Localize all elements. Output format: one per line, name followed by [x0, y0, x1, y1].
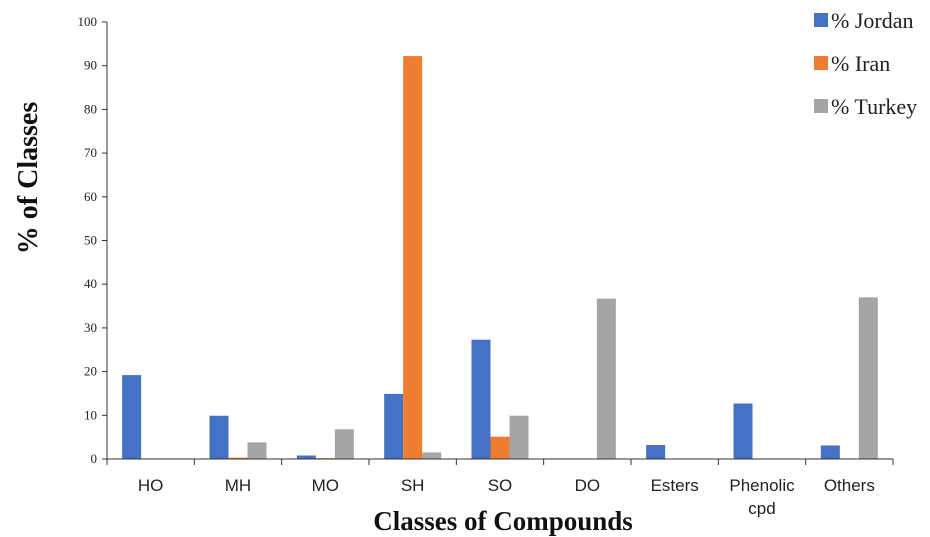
legend: % Jordan % Iran % Turkey — [814, 8, 917, 119]
y-tick-label: 20 — [84, 364, 97, 379]
bar-sh-turkey — [422, 452, 442, 459]
bar-so-turkey — [509, 415, 529, 459]
legend-label: % Turkey — [831, 94, 917, 119]
y-tick-label: 0 — [91, 451, 98, 466]
bar-mo-turkey — [334, 429, 354, 459]
x-tick-label: SH — [401, 476, 425, 495]
y-tick-label: 40 — [84, 276, 97, 291]
bar-sh-iran — [403, 56, 423, 459]
y-tick-label: 70 — [84, 145, 97, 160]
x-axis-title: Classes of Compounds — [373, 506, 633, 536]
bar-so-jordan — [471, 339, 491, 459]
legend-label: % Iran — [831, 51, 890, 76]
y-tick-label: 100 — [78, 14, 98, 29]
y-tick-label: 80 — [84, 101, 97, 116]
bars-layer — [122, 56, 878, 459]
bar-mo-jordan — [296, 455, 316, 459]
y-tick-label: 10 — [84, 407, 97, 422]
y-tick-label: 90 — [84, 58, 97, 73]
x-tick-label: MH — [225, 476, 251, 495]
x-tick-label: MO — [312, 476, 339, 495]
bar-others-jordan — [820, 445, 840, 459]
legend-swatch — [814, 56, 828, 70]
x-tick-label: SO — [488, 476, 513, 495]
x-tick-label: HO — [138, 476, 164, 495]
axes-layer — [106, 22, 893, 460]
bar-mh-turkey — [247, 442, 267, 459]
bar-sh-jordan — [384, 393, 404, 459]
bar-mh-jordan — [209, 415, 229, 459]
bar-others-turkey — [858, 297, 878, 459]
legend-swatch — [814, 13, 828, 27]
y-ticks-layer: 0 10 20 30 40 50 60 70 80 90 100 — [78, 14, 107, 466]
y-tick-label: 30 — [84, 320, 97, 335]
bar-mh-iran — [228, 457, 248, 459]
bar-ho-jordan — [122, 375, 142, 459]
legend-label: % Jordan — [831, 8, 913, 33]
y-tick-label: 50 — [84, 233, 97, 248]
bar-do-turkey — [596, 298, 616, 459]
x-tick-labels-layer: HO MH MO SH SO DO Esters Phenolic cpd Others — [106, 459, 894, 518]
x-tick-label: Phenolic cpd — [729, 476, 795, 518]
bar-so-iran — [490, 436, 510, 459]
x-tick-label: Others — [824, 476, 875, 495]
bar-esters-jordan — [646, 445, 666, 459]
bar-phenolic-cpd-jordan — [733, 403, 753, 459]
x-tick-label: Esters — [651, 476, 699, 495]
legend-swatch — [814, 99, 828, 113]
y-axis-title: % of Classes — [13, 102, 44, 255]
x-tick-label: DO — [575, 476, 601, 495]
y-tick-label: 60 — [84, 189, 97, 204]
